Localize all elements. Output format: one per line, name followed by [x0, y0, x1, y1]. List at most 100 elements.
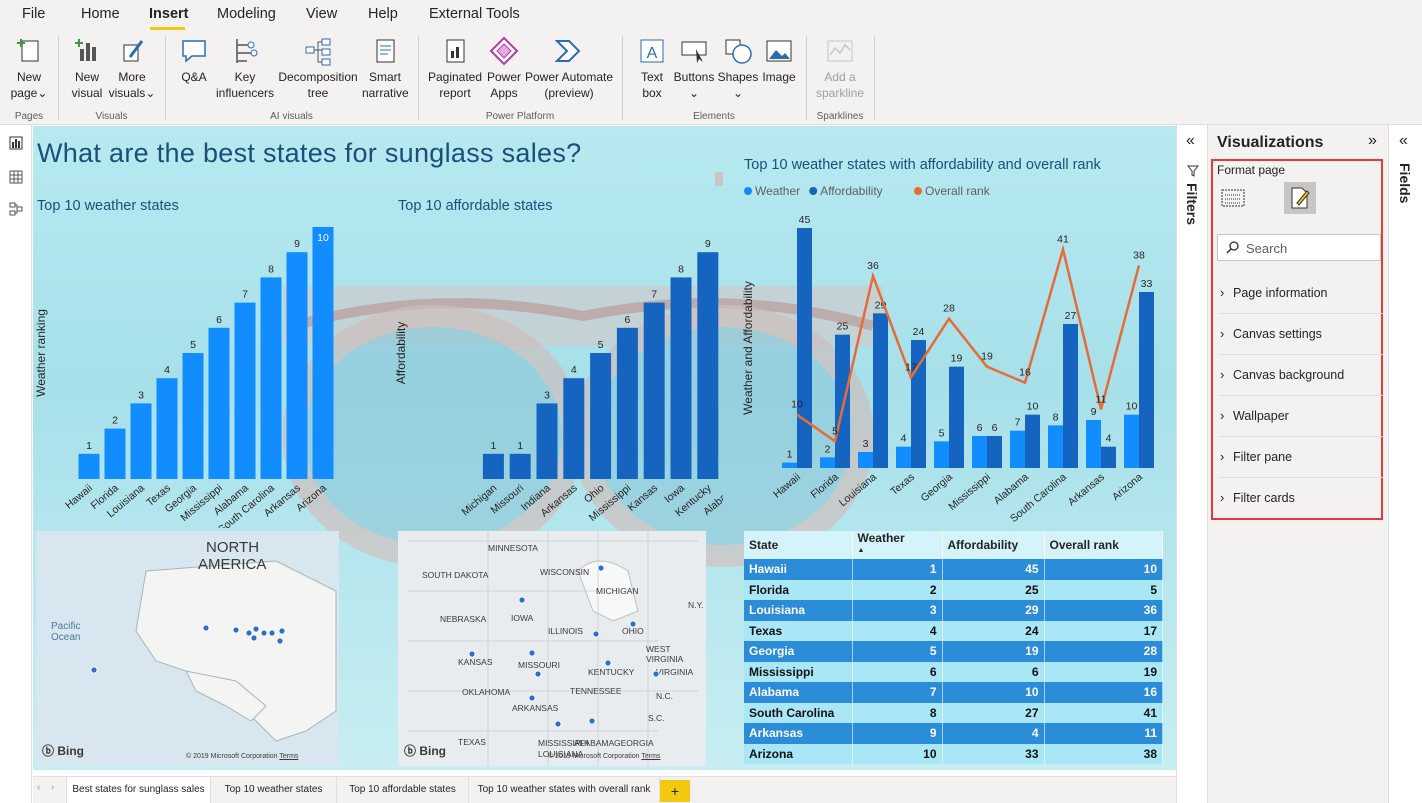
- table-row[interactable]: Texas 4 24 17: [744, 620, 1163, 641]
- map-north-america[interactable]: NORTH AMERICA Pacific Ocean ⓑ Bing © 201…: [36, 531, 339, 766]
- chart1-bar[interactable]: [182, 353, 204, 479]
- page-tab-best-states[interactable]: Best states for sunglass sales: [66, 777, 211, 803]
- decomposition-tree-button[interactable]: Decomposition tree: [274, 35, 362, 101]
- chart3-bar-weather[interactable]: [972, 436, 987, 468]
- page-tab-top10-weather[interactable]: Top 10 weather states: [211, 777, 337, 803]
- chart2-bar[interactable]: [509, 453, 531, 479]
- chart3-bar-affordability[interactable]: [1101, 446, 1116, 468]
- more-visuals-button[interactable]: More visuals⌄: [108, 35, 156, 101]
- table-row[interactable]: Louisiana 3 29 36: [744, 600, 1163, 621]
- section-canvas-settings[interactable]: › Canvas settings: [1218, 314, 1383, 355]
- expand-fields-icon[interactable]: «: [1399, 132, 1408, 149]
- chart3-bar-affordability[interactable]: [987, 436, 1002, 468]
- chart1-bar[interactable]: [130, 403, 152, 479]
- chart2-bar[interactable]: [643, 302, 665, 479]
- chart3-legend-entry[interactable]: Overall rank: [925, 184, 991, 198]
- chart2-bar[interactable]: [563, 378, 585, 479]
- map2-terms-link[interactable]: Terms: [641, 753, 661, 760]
- menu-modeling[interactable]: Modeling: [217, 6, 276, 22]
- paginated-report-button[interactable]: Paginated report: [426, 35, 484, 101]
- chart2-bar[interactable]: [670, 277, 692, 479]
- add-sparkline-button[interactable]: Add a sparkline: [812, 35, 868, 101]
- page-tab-top10-affordable[interactable]: Top 10 affordable states: [337, 777, 469, 803]
- qa-button[interactable]: Q&A: [174, 35, 214, 85]
- smart-narrative-button[interactable]: Smart narrative: [362, 35, 409, 101]
- search-input[interactable]: Search: [1217, 234, 1381, 261]
- filters-pane-collapsed[interactable]: « Filters: [1176, 125, 1208, 803]
- chart-top10-affordable[interactable]: Affordability1Michigan1Missouri3Indiana4…: [393, 216, 723, 528]
- menu-external-tools[interactable]: External Tools: [429, 6, 520, 22]
- chart1-bar[interactable]: [104, 428, 126, 479]
- chart1-bar[interactable]: [286, 252, 308, 479]
- chart3-bar-weather[interactable]: [820, 457, 835, 468]
- chart3-bar-affordability[interactable]: [873, 313, 888, 468]
- map-us-states[interactable]: MINNESOTA WISCONSIN SOUTH DAKOTA MICHIGA…: [398, 531, 706, 766]
- table-row[interactable]: Hawaii 1 45 10: [744, 559, 1163, 580]
- new-visual-button[interactable]: New visual: [68, 35, 106, 101]
- chart3-legend-entry[interactable]: Weather: [755, 184, 800, 198]
- chart1-bar[interactable]: [260, 277, 282, 479]
- column-header-state[interactable]: State: [744, 531, 853, 559]
- section-filter-cards[interactable]: › Filter cards: [1218, 478, 1383, 519]
- section-wallpaper[interactable]: › Wallpaper: [1218, 396, 1383, 437]
- chart3-bar-affordability[interactable]: [949, 366, 964, 468]
- section-filter-pane[interactable]: › Filter pane: [1218, 437, 1383, 478]
- table-row[interactable]: South Carolina 8 27 41: [744, 702, 1163, 723]
- chart3-bar-weather[interactable]: [1010, 430, 1025, 468]
- table-row[interactable]: Mississippi 6 6 19: [744, 661, 1163, 682]
- menu-insert[interactable]: Insert: [149, 6, 189, 22]
- column-header-overall-rank[interactable]: Overall rank: [1044, 531, 1163, 559]
- add-page-button[interactable]: +: [660, 780, 690, 802]
- new-page-button[interactable]: New page⌄: [6, 35, 52, 101]
- chart3-bar-affordability[interactable]: [835, 334, 850, 468]
- chart1-bar[interactable]: [312, 227, 334, 479]
- model-view-icon[interactable]: [9, 202, 23, 216]
- table-row[interactable]: Alabama 7 10 16: [744, 682, 1163, 703]
- data-view-icon[interactable]: [9, 170, 23, 184]
- chart2-bar[interactable]: [536, 403, 558, 479]
- chart-top10-weather[interactable]: Weather ranking1Hawaii2Florida3Louisiana…: [33, 216, 343, 528]
- section-page-information[interactable]: › Page information: [1218, 273, 1383, 314]
- chart2-bar[interactable]: [616, 327, 638, 479]
- buttons-button[interactable]: Buttons ⌄: [672, 35, 716, 101]
- report-view-icon[interactable]: [9, 136, 23, 150]
- chart1-bar[interactable]: [156, 378, 178, 479]
- chart3-bar-affordability[interactable]: [1025, 414, 1040, 468]
- menu-view[interactable]: View: [306, 6, 338, 22]
- menu-file[interactable]: File: [22, 6, 46, 22]
- power-apps-button[interactable]: Power Apps: [484, 35, 524, 101]
- chart2-bar[interactable]: [590, 353, 612, 479]
- table-row[interactable]: Arizona 10 33 38: [744, 743, 1163, 764]
- chart3-bar-affordability[interactable]: [797, 228, 812, 468]
- chart1-bar[interactable]: [234, 302, 256, 479]
- page-tab-top10-weather-overall[interactable]: Top 10 weather states with overall rank: [469, 777, 660, 803]
- tab-scroll-left-icon[interactable]: ‹: [37, 782, 41, 793]
- chart1-bar[interactable]: [78, 453, 100, 479]
- expand-filters-icon[interactable]: «: [1186, 132, 1195, 149]
- chart3-line-overall-rank[interactable]: [796, 244, 1141, 444]
- chart3-bar-weather[interactable]: [1124, 414, 1139, 468]
- chart3-bar-weather[interactable]: [858, 452, 873, 468]
- power-automate-button[interactable]: Power Automate (preview): [524, 35, 614, 101]
- collapse-visualizations-icon[interactable]: »: [1368, 132, 1377, 149]
- menu-home[interactable]: Home: [81, 6, 120, 22]
- text-box-button[interactable]: A Text box: [632, 35, 672, 101]
- chart2-bar[interactable]: [482, 453, 504, 479]
- table-row[interactable]: Georgia 5 19 28: [744, 641, 1163, 662]
- chart3-bar-weather[interactable]: [1048, 425, 1063, 468]
- fields-pane-collapsed[interactable]: « Fields: [1389, 125, 1422, 803]
- chart3-bar-weather[interactable]: [1086, 420, 1101, 468]
- map1-terms-link[interactable]: Terms: [279, 753, 299, 760]
- chart3-bar-weather[interactable]: [934, 441, 949, 468]
- tab-scroll-right-icon[interactable]: ›: [51, 782, 55, 793]
- column-header-affordability[interactable]: Affordability: [942, 531, 1045, 559]
- chart3-bar-weather[interactable]: [896, 446, 911, 468]
- table-row[interactable]: Arkansas 9 4 11: [744, 723, 1163, 744]
- key-influencers-button[interactable]: Key influencers: [212, 35, 278, 101]
- state-table[interactable]: State Weather ▲ Affordability Overall ran…: [744, 531, 1163, 766]
- chart3-bar-affordability[interactable]: [1063, 324, 1078, 468]
- chart3-legend-entry[interactable]: Affordability: [820, 184, 882, 198]
- section-canvas-background[interactable]: › Canvas background: [1218, 355, 1383, 396]
- format-page-tab[interactable]: [1284, 182, 1316, 214]
- shapes-button[interactable]: Shapes ⌄: [716, 35, 760, 101]
